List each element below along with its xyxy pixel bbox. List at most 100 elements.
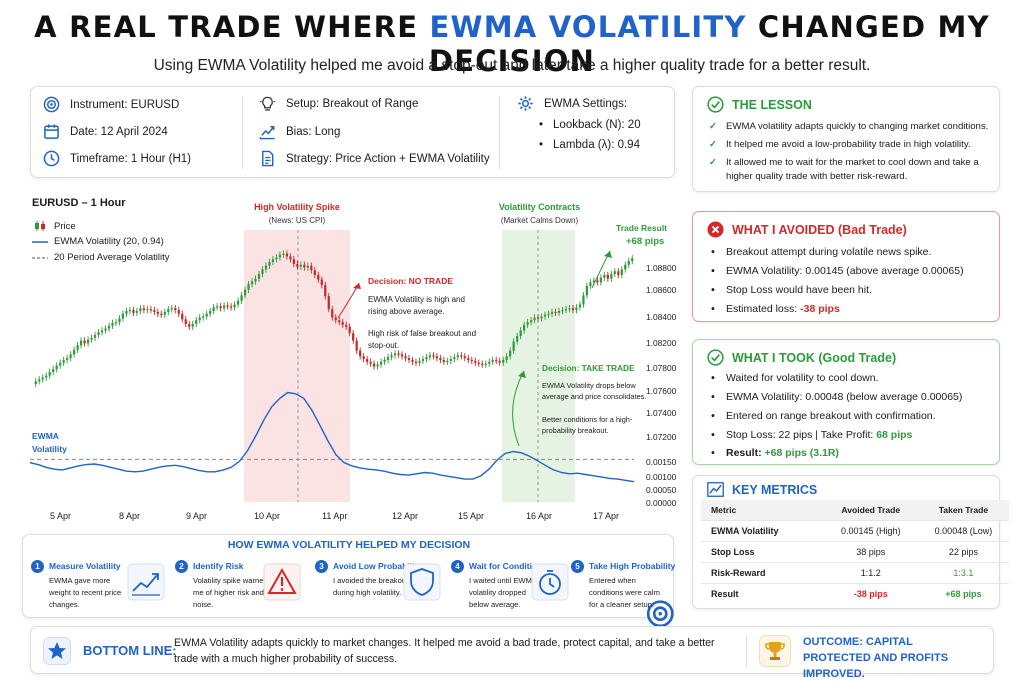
lesson-item-text: EWMA volatility adapts quickly to changi… (726, 121, 989, 132)
price-candle (142, 308, 145, 311)
price-candle (34, 381, 37, 384)
price-candle (250, 281, 254, 285)
price-candle (219, 306, 222, 309)
price-candle (589, 282, 592, 287)
price-candle (285, 253, 289, 257)
price-candle (320, 279, 323, 286)
price-candle (184, 319, 187, 324)
price-candle (585, 286, 589, 296)
price-candle (386, 357, 390, 360)
table-cell: EWMA Volatility (701, 519, 824, 541)
price-candle (439, 358, 442, 360)
price-candle (383, 359, 386, 362)
title-prefix: A REAL TRADE WHERE (34, 10, 430, 44)
price-candle (620, 269, 623, 275)
spike-subtitle: (News: US CPI) (268, 216, 326, 225)
divider (242, 97, 243, 169)
column-header: Avoided Trade (823, 500, 918, 520)
price-candle (390, 355, 393, 358)
price-candle (59, 362, 62, 366)
price-candle (107, 325, 111, 329)
strategy-row: Strategy: Price Action + EWMA Volatility (259, 150, 490, 167)
price-candle (125, 310, 128, 314)
price-candle (338, 320, 341, 323)
price-candle (306, 265, 309, 268)
step-number: 1 (31, 560, 44, 573)
price-candle (498, 360, 501, 363)
price-candle (495, 359, 498, 362)
price-candle (362, 356, 365, 360)
price-candle (299, 264, 302, 267)
price-candle (400, 354, 404, 357)
x-tick-label: 12 Apr (392, 511, 419, 521)
price-candle (153, 310, 156, 312)
how-it-helped-card: HOW EWMA VOLATILITY HELPED MY DECISION 1… (22, 534, 675, 628)
title-suffix: CHANGED MY DECISION (428, 10, 990, 78)
price-candle (456, 355, 459, 358)
table-cell: -38 pips (823, 582, 918, 604)
price-candle (282, 253, 285, 255)
lambda-text: Lambda (λ): 0.94 (553, 139, 640, 151)
price-candle (463, 356, 466, 359)
setup-text: Setup: Breakout of Range (286, 97, 419, 110)
price-candle (212, 307, 215, 311)
outcome-text: OUTCOME: CAPITAL PROTECTED AND PROFITS I… (803, 636, 949, 680)
price-candle (236, 300, 240, 305)
step-description: EWMA gave more weight to recent price ch… (49, 576, 122, 609)
lesson-header: THE LESSON (707, 96, 812, 113)
ewma-volatility-line (29, 391, 635, 483)
price-candle (477, 362, 480, 364)
high-volatility-zone (244, 230, 350, 502)
price-candle (379, 361, 383, 365)
price-candle (156, 311, 159, 314)
price-candle (407, 358, 411, 360)
timeframe-row: Timeframe: 1 Hour (H1) (43, 150, 191, 167)
took-result: • Result: +68 pips (3.1R) (711, 447, 839, 459)
title-highlight: EWMA VOLATILITY (429, 10, 747, 44)
price-candle (526, 322, 529, 325)
price-candle (104, 328, 107, 331)
legend-ewma-label: EWMA Volatility (20, 0.94) (54, 236, 164, 247)
price-candle (268, 262, 271, 266)
x-tick-label: 16 Apr (526, 511, 553, 521)
price-candle (177, 310, 180, 314)
price-candle (149, 309, 152, 311)
clock-icon (43, 150, 60, 167)
chart-card: EURUSD – 1 Hour Price EWMA Volatility (2… (22, 188, 680, 528)
bottom-line-label: BOTTOM LINE: (83, 643, 177, 658)
date-row: Date: 12 April 2024 (43, 123, 168, 140)
price-candle (474, 360, 477, 363)
metrics-table: Metric Avoided Trade Taken Trade EWMA Vo… (701, 500, 1009, 604)
price-candle (223, 305, 226, 309)
page-subtitle: Using EWMA Volatility helped me avoid a … (153, 57, 871, 74)
divider (746, 635, 747, 667)
price-candle (331, 309, 334, 318)
price-candle (418, 360, 421, 363)
price-candle (435, 356, 439, 359)
volatility-tick-label: 0.00000 (646, 498, 677, 508)
instrument-text: Instrument: EURUSD (70, 98, 180, 111)
took-item: • EWMA Volatility: 0.00048 (below average… (708, 390, 962, 405)
price-candle (202, 316, 205, 318)
calm-volatility-zone (502, 230, 575, 502)
price-candle (121, 313, 125, 319)
table-cell: 1:3.1 (917, 561, 1009, 583)
chart-title: EURUSD – 1 Hour (32, 197, 126, 209)
table-cell: Stop Loss (701, 540, 824, 562)
candle-legend-icon (35, 221, 45, 231)
price-candle (195, 320, 198, 324)
price-candle (264, 265, 268, 270)
price-candle (571, 308, 575, 311)
price-tick-label: 1.08200 (646, 338, 677, 348)
price-candle (296, 263, 299, 267)
lesson-item: ✓ It allowed me to wait for the market to… (708, 156, 993, 184)
legend-average: 20 Period Average Volatility (32, 252, 169, 263)
avoided-item-text: Breakout attempt during volatile news sp… (726, 246, 932, 258)
trophy-icon (759, 635, 791, 667)
price-candle (76, 345, 79, 350)
price-candle (617, 271, 620, 275)
spike-title: High Volatility Spike (254, 202, 340, 212)
lookback-text: Lookback (N): 20 (553, 119, 641, 131)
price-candle (578, 304, 582, 308)
took-stops: • Stop Loss: 22 pips | Take Profit: 68 pi… (711, 429, 913, 441)
